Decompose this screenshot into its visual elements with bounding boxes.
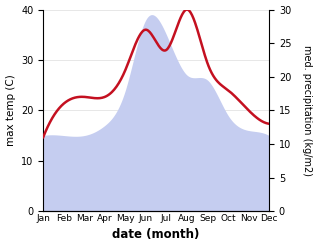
Y-axis label: max temp (C): max temp (C): [5, 74, 16, 146]
Y-axis label: med. precipitation (kg/m2): med. precipitation (kg/m2): [302, 45, 313, 176]
X-axis label: date (month): date (month): [113, 228, 200, 242]
